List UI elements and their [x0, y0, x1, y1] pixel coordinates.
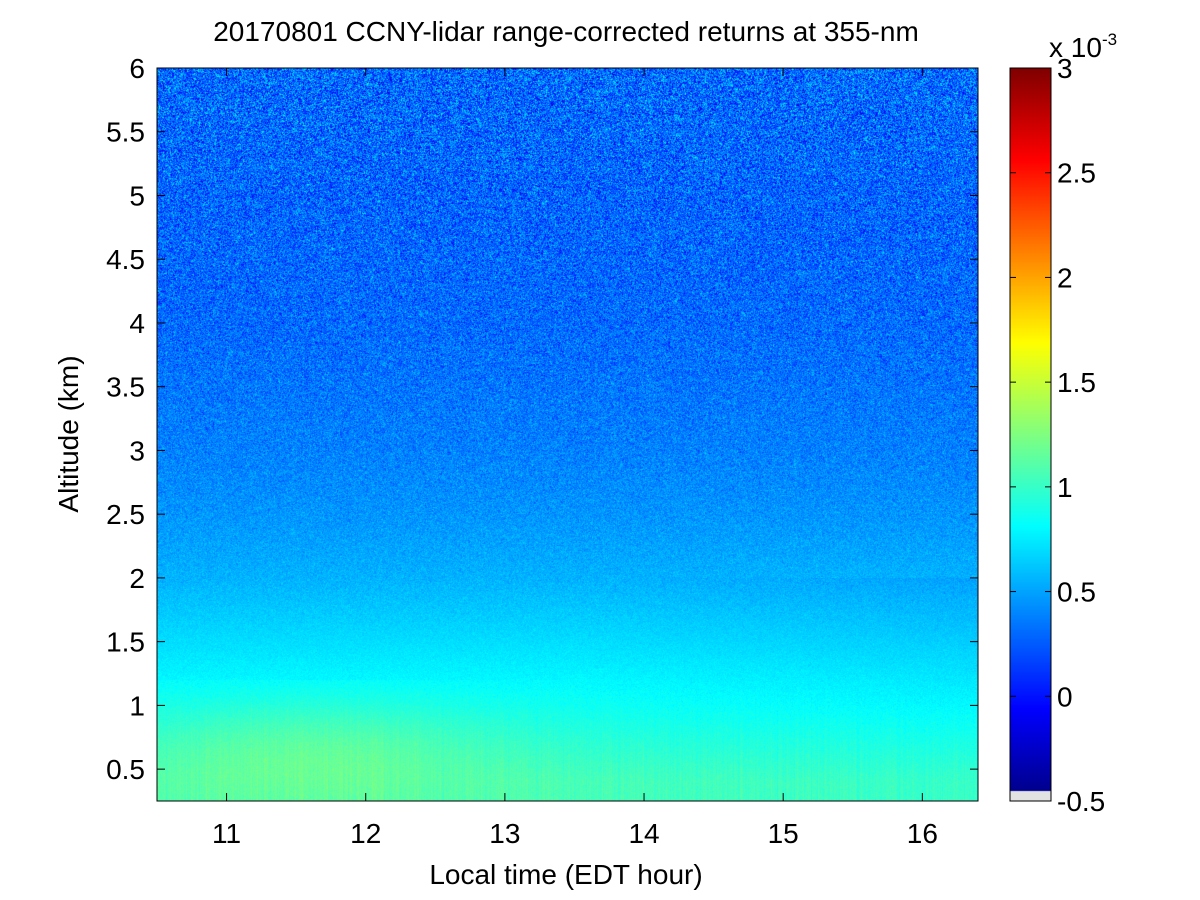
x-tick-label: 12 [350, 818, 381, 849]
x-tick-label: 16 [907, 818, 938, 849]
y-tick-label: 2.5 [106, 499, 145, 530]
colorbar-ticks: -0.5 0 0.5 1 1.5 2 2.5 3 [1010, 53, 1105, 817]
y-axis-ticks: 0.5 1 1.5 2 2.5 3 3.5 4 4.5 5 5.5 6 [106, 53, 978, 785]
y-tick-label: 0.5 [106, 754, 145, 785]
y-tick-label: 1.5 [106, 627, 145, 658]
chart-title: 20170801 CCNY-lidar range-corrected retu… [213, 16, 919, 47]
y-tick-label: 5 [129, 180, 145, 211]
colorbar-tick-label: 3 [1057, 53, 1073, 84]
x-tick-label: 14 [628, 818, 659, 849]
colorbar-tick-label: 2.5 [1057, 158, 1096, 189]
y-tick-label: 2 [129, 563, 145, 594]
colorbar-frame [1009, 67, 1052, 802]
colorbar-multiplier-base: x 10 [1049, 32, 1102, 63]
y-tick-label: 5.5 [106, 117, 145, 148]
y-tick-label: 3 [129, 435, 145, 466]
x-tick-label: 13 [489, 818, 520, 849]
x-axis-ticks: 11 12 13 14 15 16 [212, 68, 938, 849]
x-axis-label: Local time (EDT hour) [429, 859, 702, 890]
colorbar: -0.5 0 0.5 1 1.5 2 2.5 3 x 10-3 [1009, 30, 1117, 817]
colorbar-multiplier-exponent: -3 [1102, 30, 1117, 49]
colorbar-tick-label: -0.5 [1057, 786, 1105, 817]
y-tick-label: 1 [129, 690, 145, 721]
plot-area: 11 12 13 14 15 16 0.5 1 1.5 2 2.5 3 3.5 4 4.5 5 5.5 6 [106, 53, 979, 849]
plot-frame [156, 67, 979, 802]
colorbar-tick-label: 0 [1057, 681, 1073, 712]
x-tick-label: 11 [212, 818, 241, 849]
heatmap-image [157, 68, 978, 801]
colorbar-tick-label: 1 [1057, 472, 1073, 503]
colorbar-tick-label: 2 [1057, 262, 1073, 293]
y-axis-label: Altitude (km) [53, 355, 84, 512]
y-tick-label: 6 [129, 53, 145, 84]
y-tick-label: 4 [129, 308, 145, 339]
colorbar-tick-label: 0.5 [1057, 577, 1096, 608]
colorbar-tick-label: 1.5 [1057, 367, 1096, 398]
colorbar-gradient [1010, 68, 1051, 801]
y-tick-label: 3.5 [106, 372, 145, 403]
y-tick-label: 4.5 [106, 244, 145, 275]
x-tick-label: 15 [768, 818, 799, 849]
colorbar-multiplier: x 10-3 [1049, 30, 1117, 63]
